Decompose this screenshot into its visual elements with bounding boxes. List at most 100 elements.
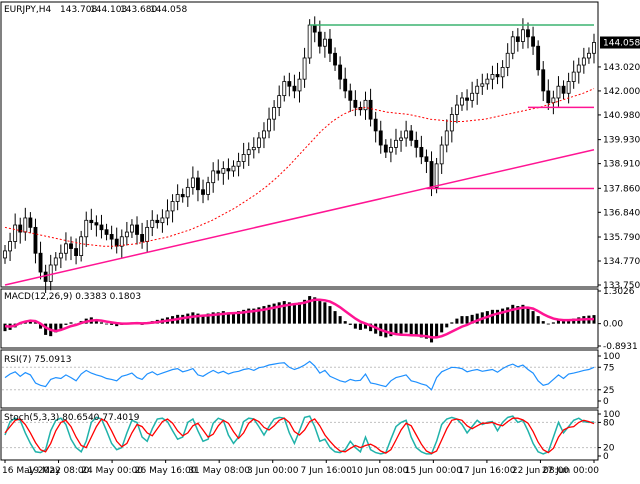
macd-bar (363, 323, 368, 329)
macd-bar (521, 304, 525, 324)
candle (434, 157, 439, 194)
macd-label: MACD(12,26,9) 0.3383 0.1803 (4, 292, 141, 302)
macd-bar (59, 323, 63, 329)
candle (404, 120, 409, 147)
candle (99, 214, 104, 239)
candle-body-up (520, 29, 525, 42)
candle-body-up (485, 78, 490, 85)
candle-body-up (592, 42, 596, 54)
candle-body-down (495, 74, 500, 78)
macd-bar (54, 323, 58, 333)
macd-bar (394, 323, 398, 335)
macd-bar (541, 321, 545, 324)
candle (180, 188, 185, 203)
macd-bar (526, 307, 530, 324)
candle (454, 94, 459, 124)
macd-bar (201, 314, 205, 324)
stoch-main-line (4, 415, 595, 455)
macd-bar (556, 319, 560, 324)
candle-body-down (424, 156, 429, 162)
candle-body-down (74, 248, 79, 256)
macd-bar (39, 323, 43, 329)
header-symbol: EURJPY,H4 (4, 5, 52, 15)
candle-body-down (546, 90, 551, 104)
xtick-label: 15 Jun 00:00 (405, 466, 462, 476)
candle (460, 92, 464, 111)
candle (226, 158, 231, 180)
macd-bar (303, 299, 307, 324)
header-close: 144.058 (150, 5, 187, 15)
candle (170, 194, 175, 223)
macd-bar (358, 323, 362, 330)
candle-body-up (277, 95, 282, 108)
candle (333, 47, 337, 71)
macd-bar (343, 321, 347, 324)
xtick-label: 19 May 08:00 (28, 466, 90, 476)
candle-body-down (28, 217, 33, 228)
candle (388, 138, 393, 163)
candle-body-up (170, 201, 175, 212)
candle-body-down (89, 219, 94, 224)
candle (53, 252, 58, 271)
macd-bar (99, 322, 103, 324)
candle (409, 125, 414, 147)
xtick-label: 3 Jun 00:00 (247, 466, 299, 476)
candle (236, 152, 241, 177)
candle-body-up (3, 250, 7, 259)
macd-bar (282, 301, 286, 324)
candle-body-down (312, 24, 317, 33)
candle (89, 208, 94, 230)
candle (419, 135, 424, 165)
candle-body-up (160, 217, 165, 224)
rsi-ytick-label: 25 (603, 386, 614, 396)
candle (531, 26, 535, 55)
layer-plot (3, 16, 596, 455)
candle-body-down (526, 29, 530, 38)
trend-line (4, 149, 595, 286)
candle-body-down (104, 229, 109, 235)
candle-body-up (23, 217, 28, 233)
candle (3, 245, 7, 264)
pane-frame-1 (0, 288, 599, 349)
macd-bar (348, 323, 352, 325)
macd-bar (313, 297, 317, 324)
candle-body-down (338, 64, 343, 80)
candle-body-up (444, 130, 449, 146)
macd-bar (516, 306, 520, 324)
candle (480, 73, 485, 95)
candle-body-up (58, 252, 63, 259)
candle (363, 91, 368, 120)
candle-body-up (165, 210, 170, 219)
candle-body-up (130, 224, 134, 233)
candle-body-up (64, 243, 68, 254)
xtick-label: 16 May 2022 (2, 466, 61, 476)
header-open: 143.708 (60, 5, 97, 15)
candle-body-down (135, 224, 139, 235)
macd-bar (257, 307, 261, 324)
candle (322, 31, 327, 58)
candle (267, 107, 271, 139)
candle (48, 254, 53, 291)
candle (277, 85, 282, 117)
candle-body-down (561, 85, 566, 94)
candle (69, 236, 73, 261)
header-low: 143.680 (120, 5, 157, 15)
macd-bar (424, 323, 428, 339)
candle-body-up (388, 146, 393, 153)
xtick-label: 7 Jun 16:00 (301, 466, 353, 476)
macd-bar (318, 301, 322, 324)
candle-body-up (145, 226, 150, 242)
candle (231, 160, 236, 177)
macd-ytick-label: -0.8931 (603, 342, 638, 352)
candle-body-up (551, 97, 556, 104)
macd-bar (69, 322, 73, 324)
candle (84, 211, 89, 247)
candle (262, 122, 266, 149)
candle (104, 223, 109, 241)
candle (302, 47, 307, 88)
candle (495, 62, 500, 85)
macd-bar (308, 296, 312, 324)
candle-body-down (33, 226, 38, 254)
price-ytick-label: 133.750 (603, 281, 640, 291)
rsi-ytick-label: 75 (603, 363, 614, 373)
